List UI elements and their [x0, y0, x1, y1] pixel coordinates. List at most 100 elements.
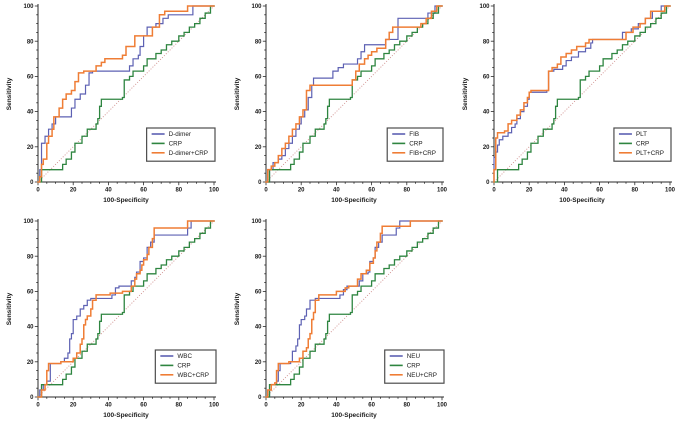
legend-label: FIB+CRP: [409, 150, 436, 157]
y-tick-label: 60: [27, 75, 34, 81]
roc-panel-d-dimer: 0 20 40 60 80 100 0 20 40 60 80 100 100-Specificity S…: [0, 0, 229, 215]
x-tick-label: 60: [368, 403, 375, 409]
y-tick-label: 80: [483, 39, 490, 45]
y-tick-label: 80: [27, 39, 34, 45]
x-tick-label: 60: [140, 188, 147, 194]
roc-panel-wbc: 0 20 40 60 80 100 0 20 40 60 80 100 100-Specificity S…: [0, 215, 229, 430]
y-tick-label: 20: [255, 145, 262, 151]
x-axis-label: 100-Specificity: [103, 197, 149, 204]
x-tick-label: 60: [596, 188, 603, 194]
roc-chart-plt: 0 20 40 60 80 100 0 20 40 60 80 100 100-Specificity S…: [462, 4, 676, 204]
x-tick-label: 20: [70, 188, 77, 194]
reference-diagonal: [37, 220, 215, 398]
x-tick-label: 100: [437, 188, 448, 194]
x-tick-label: 80: [631, 188, 638, 194]
y-tick-label: 0: [486, 180, 490, 186]
legend-label: PLT: [636, 131, 647, 138]
legend-label: PLT+CRP: [636, 150, 664, 157]
series-curve-neu-crp: [265, 220, 443, 398]
legend-label: CRP: [407, 363, 420, 370]
y-tick-label: 0: [30, 395, 34, 401]
reference-diagonal: [265, 220, 443, 398]
roc-panel-plt: 0 20 40 60 80 100 0 20 40 60 80 100 100-Specificity S…: [456, 0, 685, 215]
y-tick-label: 60: [255, 75, 262, 81]
y-tick-label: 40: [27, 325, 34, 331]
x-tick-label: 60: [368, 188, 375, 194]
roc-chart-d-dimer: 0 20 40 60 80 100 0 20 40 60 80 100 100-Specificity S…: [6, 4, 220, 204]
x-tick-label: 100: [437, 403, 448, 409]
x-tick-label: 80: [403, 188, 410, 194]
roc-chart-wbc: 0 20 40 60 80 100 0 20 40 60 80 100 100-Specificity S…: [6, 219, 220, 419]
y-tick-label: 100: [251, 219, 262, 225]
x-tick-label: 20: [298, 188, 305, 194]
x-axis-label: 100-Specificity: [331, 197, 377, 204]
y-tick-label: 40: [27, 110, 34, 116]
x-tick-label: 100: [209, 188, 220, 194]
x-tick-label: 40: [333, 188, 340, 194]
x-tick-label: 40: [561, 188, 568, 194]
y-tick-label: 100: [23, 219, 34, 225]
x-tick-label: 100: [209, 403, 220, 409]
x-tick-label: 80: [175, 403, 182, 409]
legend-label: NEU+CRP: [407, 372, 437, 379]
y-tick-label: 60: [255, 290, 262, 296]
legend-label: CRP: [177, 363, 190, 370]
series-curve-d-dimer: [37, 5, 215, 183]
series-curve-plt-crp: [493, 5, 671, 183]
series-curve-wbc-crp: [37, 220, 215, 398]
y-tick-label: 80: [255, 254, 262, 260]
legend-label: FIB: [409, 131, 419, 138]
x-tick-label: 20: [526, 188, 533, 194]
y-axis-label: Sensitivity: [6, 292, 13, 325]
x-tick-label: 40: [333, 403, 340, 409]
tick-marks: [262, 220, 443, 401]
legend-label: WBC+CRP: [177, 372, 209, 379]
x-axis-label: 100-Specificity: [331, 412, 377, 419]
series-curve-crp: [265, 5, 443, 183]
reference-diagonal: [493, 5, 671, 183]
reference-diagonal: [265, 5, 443, 183]
series-curve-d-dimer-crp: [37, 5, 215, 183]
legend-label: WBC: [177, 353, 192, 360]
y-tick-label: 60: [27, 290, 34, 296]
tick-marks: [262, 5, 443, 186]
y-axis-label: Sensitivity: [6, 77, 13, 110]
tick-marks: [34, 5, 215, 186]
x-axis-label: 100-Specificity: [103, 412, 149, 419]
y-tick-label: 80: [27, 254, 34, 260]
x-axis-label: 100-Specificity: [559, 197, 605, 204]
series-curve-crp: [37, 5, 215, 183]
y-tick-label: 80: [255, 39, 262, 45]
y-tick-label: 0: [258, 180, 262, 186]
legend: FIB CRP FIB+CRP: [386, 127, 444, 162]
series-curve-crp: [265, 220, 443, 398]
x-tick-label: 0: [264, 403, 268, 409]
y-tick-label: 20: [27, 360, 34, 366]
legend-label: NEU: [407, 353, 421, 360]
x-tick-label: 20: [298, 403, 305, 409]
y-axis-label: Sensitivity: [234, 292, 241, 325]
legend: WBC CRP WBC+CRP: [154, 349, 217, 384]
legend-label: CRP: [169, 141, 182, 148]
legend-label: CRP: [636, 141, 649, 148]
y-tick-label: 20: [27, 145, 34, 151]
roc-chart-fib: 0 20 40 60 80 100 0 20 40 60 80 100 100-Specificity S…: [234, 4, 448, 204]
series-curve-fib-crp: [265, 5, 443, 183]
legend-label: CRP: [409, 141, 422, 148]
tick-marks: [490, 5, 671, 186]
y-tick-label: 40: [255, 325, 262, 331]
roc-chart-neu: 0 20 40 60 80 100 0 20 40 60 80 100 100-Specificity S…: [234, 219, 448, 419]
x-tick-label: 0: [36, 403, 40, 409]
y-tick-label: 0: [258, 395, 262, 401]
y-tick-label: 100: [479, 4, 490, 10]
legend-label: D-dimer+CRP: [169, 150, 208, 157]
x-tick-label: 80: [403, 403, 410, 409]
x-tick-label: 40: [105, 403, 112, 409]
y-tick-label: 20: [483, 145, 490, 151]
roc-panel-fib: 0 20 40 60 80 100 0 20 40 60 80 100 100-Specificity S…: [228, 0, 457, 215]
roc-panel-neu: 0 20 40 60 80 100 0 20 40 60 80 100 100-Specificity S…: [228, 215, 457, 430]
y-tick-label: 40: [255, 110, 262, 116]
x-tick-label: 100: [665, 188, 676, 194]
legend: NEU CRP NEU+CRP: [384, 349, 445, 384]
